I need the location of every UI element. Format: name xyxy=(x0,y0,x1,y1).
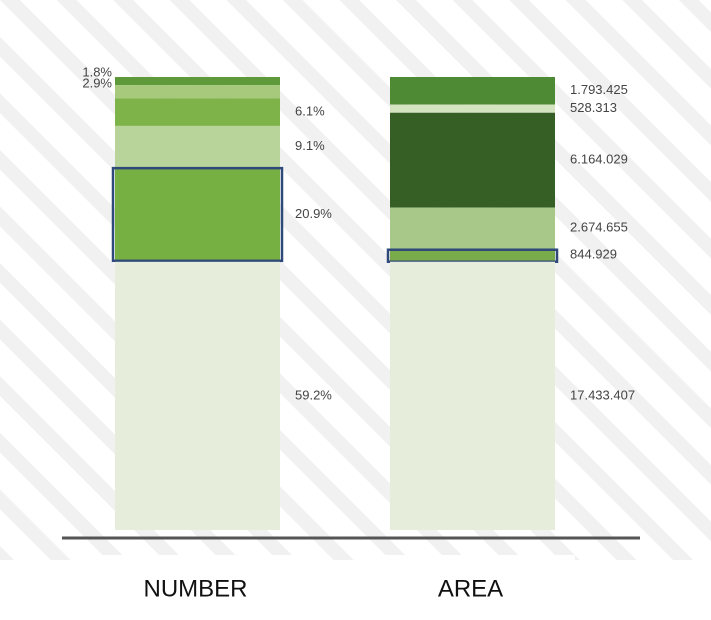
bar-segment xyxy=(115,125,280,168)
category-label: NUMBER xyxy=(143,575,247,602)
value-label: 9.1% xyxy=(295,138,325,153)
bar-segment xyxy=(390,261,555,530)
value-label: 59.2% xyxy=(295,387,332,402)
value-label: 2.9% xyxy=(82,76,112,91)
highlight-box xyxy=(386,248,559,263)
value-label: 20.9% xyxy=(295,206,332,221)
bar-segment xyxy=(115,167,280,262)
value-label: 2.674.655 xyxy=(570,220,628,235)
bar-segment xyxy=(115,261,280,530)
bar-segment xyxy=(390,104,555,113)
bar-segment xyxy=(390,112,555,208)
bar-segment xyxy=(115,77,280,86)
bar-segment xyxy=(390,207,555,249)
value-label: 6.1% xyxy=(295,104,325,119)
value-label: 844.929 xyxy=(570,247,617,262)
value-label: 1.793.425 xyxy=(570,82,628,97)
bar-segment xyxy=(115,85,280,99)
highlight-box xyxy=(111,166,284,263)
bar-segment xyxy=(115,98,280,126)
category-box xyxy=(375,555,575,620)
value-label: 1.8% xyxy=(82,65,112,80)
bar-segment xyxy=(390,77,555,105)
bar-segment xyxy=(390,248,555,262)
category-box xyxy=(97,555,297,620)
value-label: 528.313 xyxy=(570,100,617,115)
category-label: AREA xyxy=(438,575,503,602)
value-label: 17.433.407 xyxy=(570,387,635,402)
value-label: 6.164.029 xyxy=(570,152,628,167)
